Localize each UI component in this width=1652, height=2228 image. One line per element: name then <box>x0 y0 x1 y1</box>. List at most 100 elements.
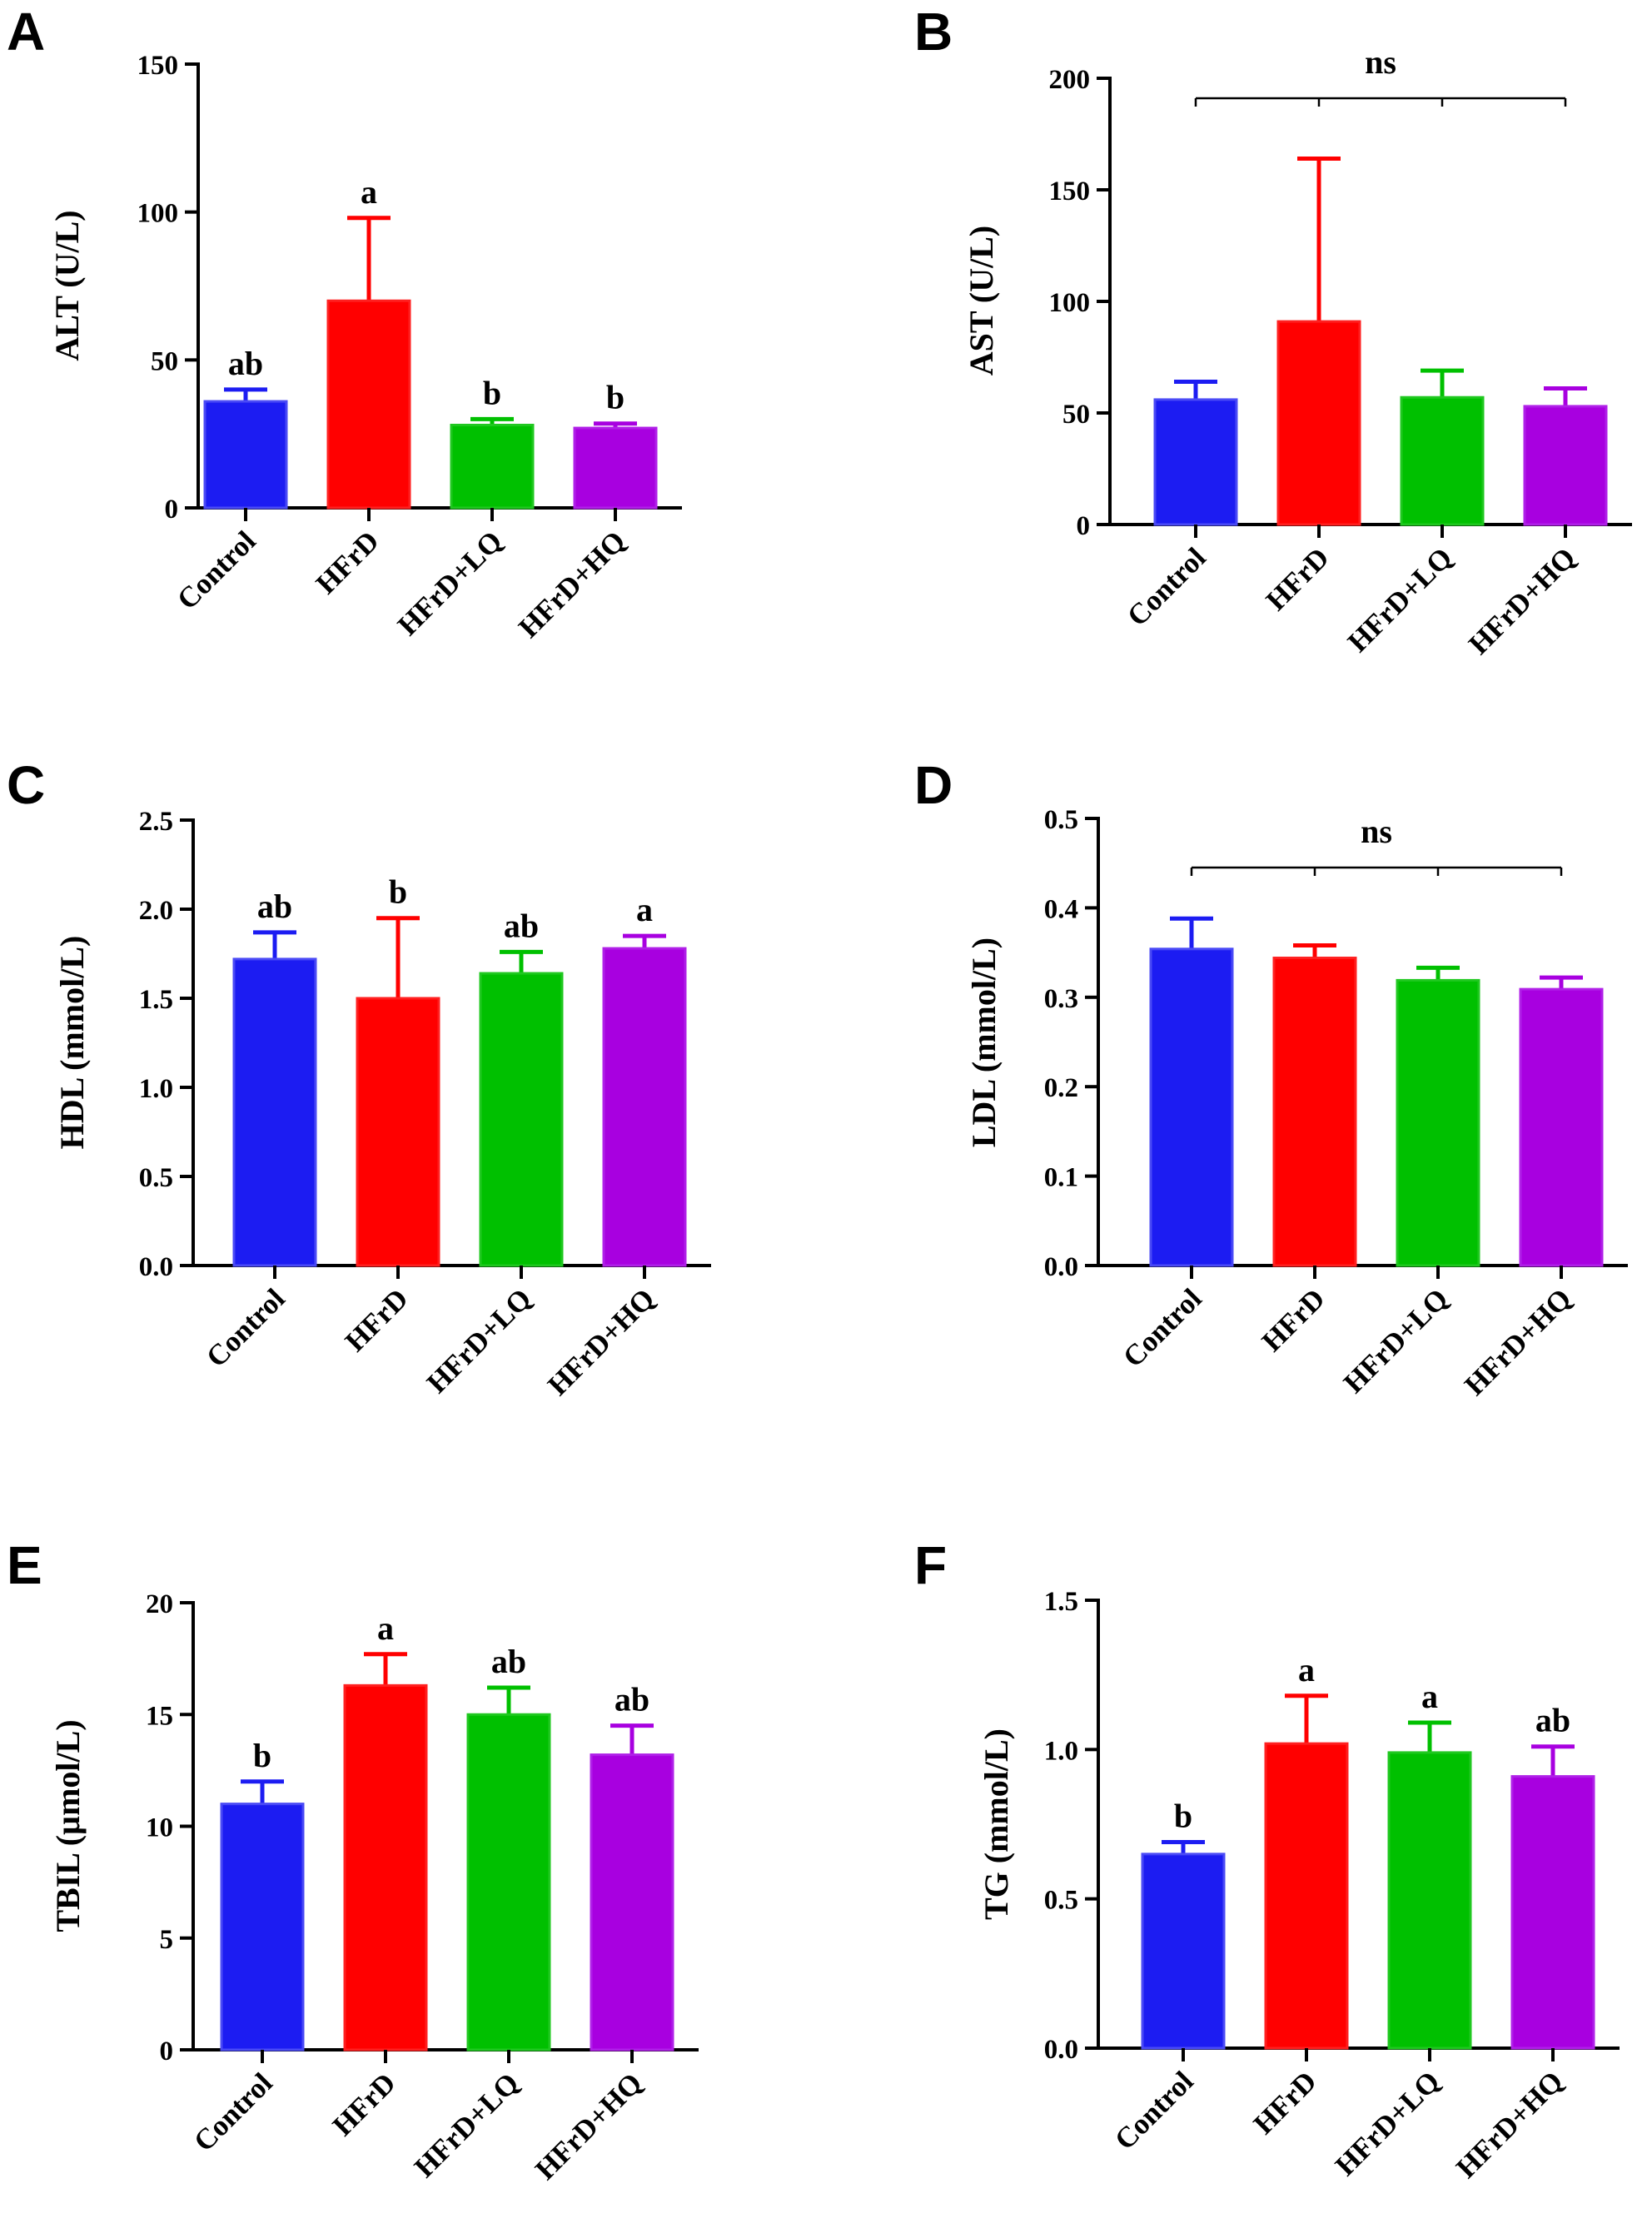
y-tick-label: 0.5 <box>139 1163 173 1193</box>
x-tick-label: HFrD+LQ <box>1329 2065 1446 2182</box>
x-tick-label: HFrD+HQ <box>512 525 631 644</box>
x-tick-label: HFrD+LQ <box>391 525 509 642</box>
x-tick-label: HFrD <box>1256 1282 1331 1358</box>
bar-HFrD <box>1264 1742 1349 2050</box>
bar-HFrD <box>1276 320 1361 526</box>
y-axis-title: ALT (U/L) <box>48 210 86 361</box>
significance-label: b <box>483 374 501 411</box>
y-tick-label: 0 <box>1077 511 1091 541</box>
y-tick-label: 0.5 <box>1044 1886 1078 1916</box>
y-tick-label: 150 <box>1049 177 1091 206</box>
y-tick-label: 100 <box>137 199 179 229</box>
y-tick-label: 0 <box>165 495 179 525</box>
significance-label: b <box>606 379 624 416</box>
bar-HFrD+HQ <box>602 947 687 1267</box>
x-tick-label: Control <box>1108 2065 1200 2156</box>
y-tick-label: 2.5 <box>139 807 173 837</box>
bar-HFrD+HQ <box>1519 987 1604 1267</box>
x-tick-label: HFrD+HQ <box>1450 2065 1569 2184</box>
bar-Control <box>232 957 317 1267</box>
x-tick-label: HFrD+HQ <box>541 1282 660 1401</box>
bar-Control <box>203 400 288 510</box>
bar-HFrD+HQ <box>573 426 658 510</box>
panel-letter: C <box>7 755 45 815</box>
panel-letter: E <box>7 1535 42 1595</box>
y-tick-label: 150 <box>137 51 179 81</box>
significance-label: ab <box>1535 1702 1570 1739</box>
y-tick-label: 0.0 <box>1044 2035 1078 2065</box>
x-tick-label: HFrD+LQ <box>1337 1282 1455 1400</box>
chart-panel-D: D 0.0 0.1 0.2 0.3 0.4 0.5 LDL (mmol/L) Control HF… <box>914 755 1628 1401</box>
x-tick-label: HFrD+LQ <box>408 2066 525 2184</box>
bar-HFrD+LQ <box>466 1713 551 2051</box>
y-tick-label: 20 <box>146 1589 173 1619</box>
y-tick-label: 2.0 <box>139 896 173 926</box>
y-tick-label: 0.1 <box>1044 1163 1078 1193</box>
x-tick-label: Control <box>200 1282 291 1374</box>
significance-label: a <box>1298 1651 1315 1688</box>
bar-HFrD <box>1272 957 1357 1267</box>
x-tick-label: HFrD+LQ <box>420 1282 538 1400</box>
bar-HFrD+LQ <box>1387 1751 1472 2050</box>
y-tick-label: 50 <box>1062 400 1090 430</box>
ns-label: ns <box>1361 813 1392 850</box>
x-tick-label: Control <box>187 2066 279 2158</box>
y-tick-label: 1.0 <box>1044 1736 1078 1766</box>
significance-label: ab <box>491 1643 526 1680</box>
bar-HFrD+HQ <box>590 1753 674 2051</box>
x-tick-label: HFrD <box>310 525 386 600</box>
bar-HFrD <box>356 997 440 1267</box>
x-tick-label: HFrD+LQ <box>1341 541 1459 659</box>
panel-letter: B <box>914 2 953 62</box>
bar-HFrD <box>326 299 411 510</box>
y-tick-label: 0.0 <box>1044 1252 1078 1282</box>
x-tick-label: HFrD <box>1260 541 1336 617</box>
bar-Control <box>220 1803 305 2051</box>
y-tick-label: 15 <box>146 1701 173 1731</box>
significance-label: ab <box>615 1681 649 1718</box>
significance-label: b <box>1174 1798 1192 1835</box>
bar-HFrD+HQ <box>1523 405 1608 526</box>
bar-Control <box>1141 1853 1226 2050</box>
bar-HFrD+LQ <box>1400 395 1485 526</box>
x-tick-label: HFrD+HQ <box>1458 1282 1577 1401</box>
y-axis-title: HDL (mmol/L) <box>53 936 91 1150</box>
x-tick-label: HFrD+HQ <box>529 2066 648 2186</box>
y-tick-label: 100 <box>1049 288 1091 318</box>
y-tick-label: 10 <box>146 1813 173 1843</box>
y-tick-label: 5 <box>160 1925 174 1955</box>
y-tick-label: 0 <box>160 2037 174 2066</box>
y-tick-label: 0.3 <box>1044 984 1078 1014</box>
panel-letter: F <box>914 1535 947 1595</box>
chart-panel-A: A 0 50 100 150 ALT (U/L) Control ab HFrD a HFrD+LQ… <box>7 2 682 644</box>
significance-label: a <box>636 891 653 928</box>
bar-HFrD+LQ <box>450 424 535 510</box>
y-axis-title: AST (U/L) <box>963 226 1000 375</box>
x-tick-label: HFrD+HQ <box>1462 541 1581 660</box>
bar-Control <box>1149 947 1234 1267</box>
y-tick-label: 50 <box>151 346 178 376</box>
panel-letter: A <box>7 2 45 62</box>
bar-HFrD+LQ <box>1396 978 1480 1267</box>
x-tick-label: HFrD <box>326 2066 402 2142</box>
significance-label: b <box>253 1737 271 1774</box>
significance-label: a <box>1421 1678 1438 1715</box>
significance-label: ab <box>228 345 263 382</box>
panel-letter: D <box>914 755 953 815</box>
chart-panel-E: E 0 5 10 15 20 TBIL (µmol/L) Control b HFrD a HFrD+… <box>7 1535 699 2186</box>
significance-label: a <box>361 173 377 211</box>
y-axis-title: TG (mmol/L) <box>978 1728 1015 1920</box>
chart-panel-F: F 0.0 0.5 1.0 1.5 TG (mmol/L) Control b HFrD a HFr… <box>914 1535 1620 2184</box>
bar-HFrD+LQ <box>479 972 564 1267</box>
significance-label: a <box>377 1609 394 1647</box>
significance-label: ab <box>504 907 539 944</box>
x-tick-label: Control <box>1121 541 1212 633</box>
bar-HFrD <box>343 1683 428 2051</box>
y-tick-label: 0.0 <box>139 1252 173 1282</box>
significance-label: b <box>389 873 407 911</box>
x-tick-label: Control <box>1117 1282 1208 1374</box>
y-axis-title: TBIL (µmol/L) <box>49 1719 87 1932</box>
chart-panel-B: B 0 50 100 150 200 AST (U/L) Control HFrD HFrD+LQ… <box>914 2 1632 660</box>
